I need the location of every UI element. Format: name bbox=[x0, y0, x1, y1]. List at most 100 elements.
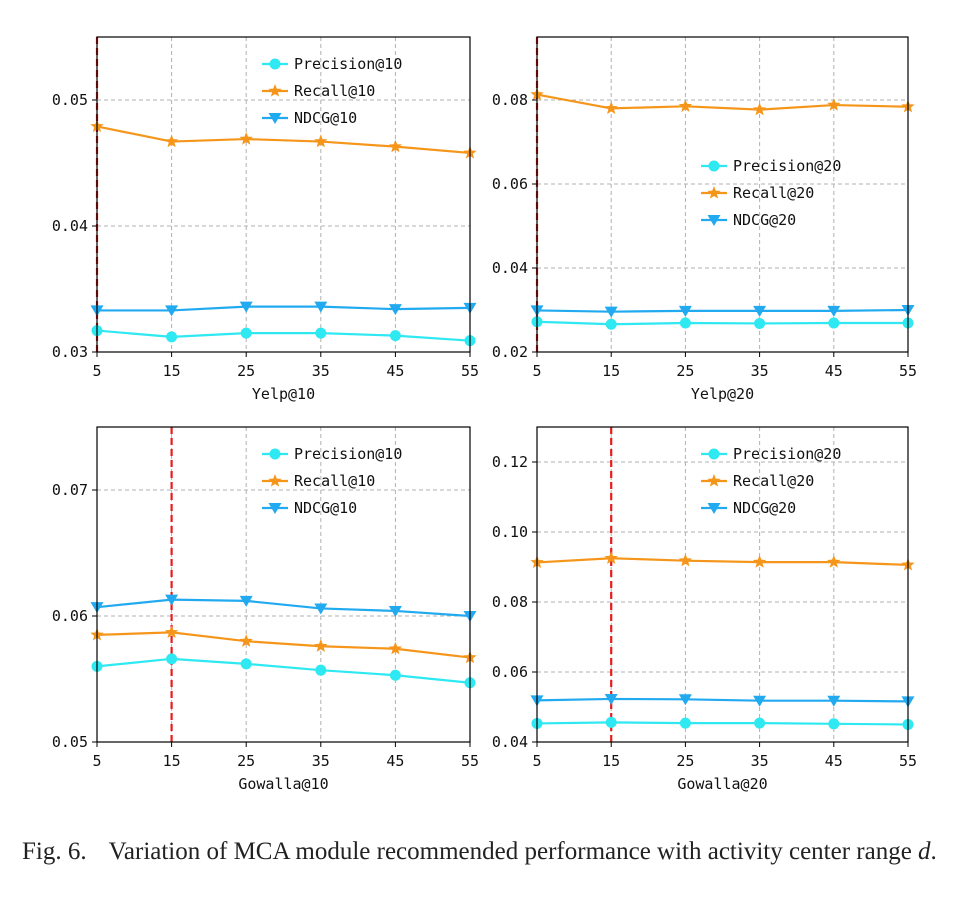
series-line-star bbox=[96, 631, 471, 659]
legend-marker-star bbox=[268, 474, 282, 487]
figure-caption: Fig. 6. Variation of MCA module recommend… bbox=[22, 836, 937, 867]
data-point-circle bbox=[166, 331, 178, 343]
x-tick-label: 15 bbox=[163, 362, 181, 380]
y-tick-label: 0.02 bbox=[492, 343, 528, 361]
data-point-triangle-down bbox=[753, 695, 767, 707]
data-point-star bbox=[604, 101, 618, 115]
x-tick-label: 25 bbox=[676, 752, 694, 770]
x-tick-label: 55 bbox=[461, 752, 479, 770]
series-line-star bbox=[536, 557, 909, 566]
y-tick-label: 0.03 bbox=[52, 343, 88, 361]
y-tick-label: 0.12 bbox=[492, 453, 528, 471]
legend-label: NDCG@20 bbox=[733, 499, 796, 517]
x-tick-label: 45 bbox=[386, 752, 404, 770]
y-tick-label: 0.08 bbox=[492, 91, 528, 109]
x-tick-label: 15 bbox=[602, 362, 620, 380]
series-line-triangle-down bbox=[96, 598, 471, 618]
data-point-triangle-down bbox=[239, 301, 253, 313]
x-tick-label: 45 bbox=[386, 362, 404, 380]
x-tick-label: 55 bbox=[899, 362, 917, 380]
data-point-circle bbox=[754, 317, 766, 329]
data-point-triangle-down bbox=[678, 305, 692, 317]
data-point-triangle-down bbox=[165, 594, 179, 606]
data-point-circle bbox=[605, 716, 617, 728]
data-point-star bbox=[164, 625, 179, 639]
series-line-circle bbox=[96, 329, 471, 342]
legend: Precision@20 Recall@20 NDCG@20 bbox=[701, 445, 841, 517]
legend-label: Recall@10 bbox=[294, 472, 375, 490]
x-tick-label: 45 bbox=[825, 362, 843, 380]
chart-panel-2: 5 15 25 35 45 55 0.02 0.04 0.06 0.08 Yelp@20 Precis… bbox=[492, 36, 917, 403]
y-tick-label: 0.05 bbox=[52, 733, 88, 751]
y-tick-label: 0.04 bbox=[52, 217, 88, 235]
y-tick-label: 0.06 bbox=[492, 175, 528, 193]
data-point-circle bbox=[240, 658, 252, 670]
legend-marker-star bbox=[268, 84, 282, 97]
chart-panel-4: 5 15 25 35 45 55 0.04 0.06 0.08 0.10 0.12 Gowalla@2… bbox=[492, 426, 917, 793]
x-tick-label: 55 bbox=[461, 362, 479, 380]
legend-marker-triangle-down bbox=[707, 215, 721, 226]
x-axis-label: Gowalla@20 bbox=[677, 775, 767, 793]
data-point-triangle-down bbox=[239, 595, 253, 607]
legend-label: Recall@20 bbox=[733, 472, 814, 490]
x-tick-label: 5 bbox=[532, 362, 541, 380]
chart-panel-3: 5 15 25 35 45 55 0.05 0.06 0.07 Gowalla@10 Precisi… bbox=[52, 426, 479, 793]
legend-marker-triangle-down bbox=[268, 503, 282, 514]
x-tick-label: 5 bbox=[92, 362, 101, 380]
figure: 5 15 25 35 45 550.030.040.05Yelp@10Precision@… bbox=[52, 36, 917, 793]
series-line-triangle-down bbox=[536, 697, 909, 703]
data-point-star bbox=[827, 555, 841, 568]
legend-label: Precision@10 bbox=[294, 445, 402, 463]
caption-text: Variation of MCA module recommended perf… bbox=[108, 838, 919, 865]
x-tick-label: 35 bbox=[312, 362, 330, 380]
x-tick-label: 35 bbox=[751, 752, 769, 770]
data-point-circle bbox=[828, 718, 840, 730]
data-point-circle bbox=[166, 653, 178, 665]
legend: Precision@10 Recall@10 NDCG@10 bbox=[262, 55, 402, 127]
data-point-star bbox=[604, 551, 618, 564]
x-axis-label: Yelp@10 bbox=[252, 385, 315, 403]
y-tick-label: 0.10 bbox=[492, 523, 528, 541]
x-tick-label: 55 bbox=[899, 752, 917, 770]
x-tick-label: 25 bbox=[237, 362, 255, 380]
x-tick-label: 5 bbox=[532, 752, 541, 770]
series-line-circle bbox=[536, 721, 909, 726]
chart-panel-1: 5 15 25 35 45 55 0.03 0.04 0.05 Yelp@10 Precision@… bbox=[52, 36, 479, 403]
data-point-circle bbox=[605, 318, 617, 330]
caption-end: . bbox=[930, 838, 937, 865]
legend-label: Precision@10 bbox=[294, 55, 402, 73]
legend-label: Recall@20 bbox=[733, 184, 814, 202]
x-tick-label: 15 bbox=[163, 752, 181, 770]
legend-marker-circle bbox=[708, 448, 720, 460]
data-point-triangle-down bbox=[165, 305, 179, 317]
y-tick-label: 0.07 bbox=[52, 481, 88, 499]
legend-marker-triangle-down bbox=[268, 113, 282, 124]
y-tick-label: 0.06 bbox=[492, 663, 528, 681]
y-tick-label: 0.06 bbox=[52, 607, 88, 625]
data-point-star bbox=[678, 553, 693, 567]
caption-variable: d bbox=[918, 838, 931, 865]
x-tick-label: 35 bbox=[312, 752, 330, 770]
legend-label: Precision@20 bbox=[733, 157, 841, 175]
legend-marker-triangle-down bbox=[707, 503, 721, 514]
data-point-circle bbox=[754, 717, 766, 729]
data-point-circle bbox=[389, 330, 401, 342]
axes-frame bbox=[536, 426, 909, 743]
legend-label: NDCG@20 bbox=[733, 211, 796, 229]
legend-label: Precision@20 bbox=[733, 445, 841, 463]
x-axis-label: Gowalla@10 bbox=[238, 775, 328, 793]
legend-label: NDCG@10 bbox=[294, 499, 357, 517]
data-point-circle bbox=[828, 317, 840, 329]
legend: Precision@20 Recall@20 NDCG@20 bbox=[701, 157, 841, 229]
data-point-star bbox=[827, 98, 841, 111]
data-point-triangle-down bbox=[314, 603, 328, 615]
data-point-circle bbox=[389, 669, 401, 681]
series-line-triangle-down bbox=[536, 308, 909, 313]
legend-label: NDCG@10 bbox=[294, 109, 357, 127]
series-line-star bbox=[536, 93, 909, 111]
legend: Precision@10 Recall@10 NDCG@10 bbox=[262, 445, 402, 517]
x-tick-label: 25 bbox=[237, 752, 255, 770]
legend-marker-circle bbox=[269, 58, 281, 70]
data-point-star bbox=[164, 134, 179, 148]
x-axis-label: Yelp@20 bbox=[691, 385, 754, 403]
